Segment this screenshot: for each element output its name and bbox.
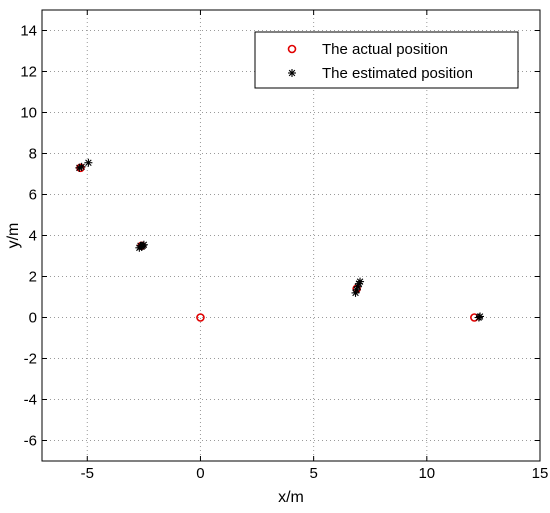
legend-label-estimated: The estimated position bbox=[322, 65, 473, 82]
estimated-position-point bbox=[476, 312, 485, 321]
legend: The actual position The estimated positi… bbox=[254, 31, 519, 89]
legend-asterisk-icon bbox=[288, 69, 296, 77]
legend-marker-actual bbox=[287, 44, 297, 54]
y-axis-label: y/m bbox=[5, 223, 22, 249]
y-tick-label: 2 bbox=[29, 269, 37, 286]
x-tick-label: 0 bbox=[196, 465, 204, 482]
actual-position-point bbox=[196, 313, 205, 322]
y-tick-label: 10 bbox=[20, 105, 37, 122]
y-tick-label: -2 bbox=[24, 351, 37, 368]
y-tick-label: -4 bbox=[24, 392, 37, 409]
data-points bbox=[75, 158, 485, 322]
y-tick-label: 14 bbox=[20, 23, 37, 40]
estimated-position-point bbox=[356, 277, 365, 286]
y-tick-label: -6 bbox=[24, 433, 37, 450]
y-tick-label: 6 bbox=[29, 187, 37, 204]
legend-label-actual: The actual position bbox=[322, 41, 448, 58]
y-tick-label: 4 bbox=[29, 228, 37, 245]
x-tick-label: 10 bbox=[418, 465, 435, 482]
legend-marker-estimated bbox=[288, 69, 296, 77]
estimated-position-point bbox=[136, 241, 145, 250]
y-tick-label: 12 bbox=[20, 64, 37, 81]
legend-box bbox=[254, 31, 519, 89]
x-tick-label: -5 bbox=[81, 465, 94, 482]
x-tick-label: 5 bbox=[309, 465, 317, 482]
y-tick-label: 8 bbox=[29, 146, 37, 163]
x-tick-label: 15 bbox=[532, 465, 549, 482]
estimated-position-point bbox=[84, 158, 93, 167]
x-axis-label: x/m bbox=[278, 489, 304, 506]
legend-circle-icon bbox=[287, 44, 297, 54]
estimated-position-point bbox=[77, 162, 86, 171]
axis-ticks: -5 0 5 10 15 -6 -4 -2 0 2 4 6 8 10 12 14 bbox=[20, 10, 548, 482]
y-tick-label: 0 bbox=[29, 310, 37, 327]
